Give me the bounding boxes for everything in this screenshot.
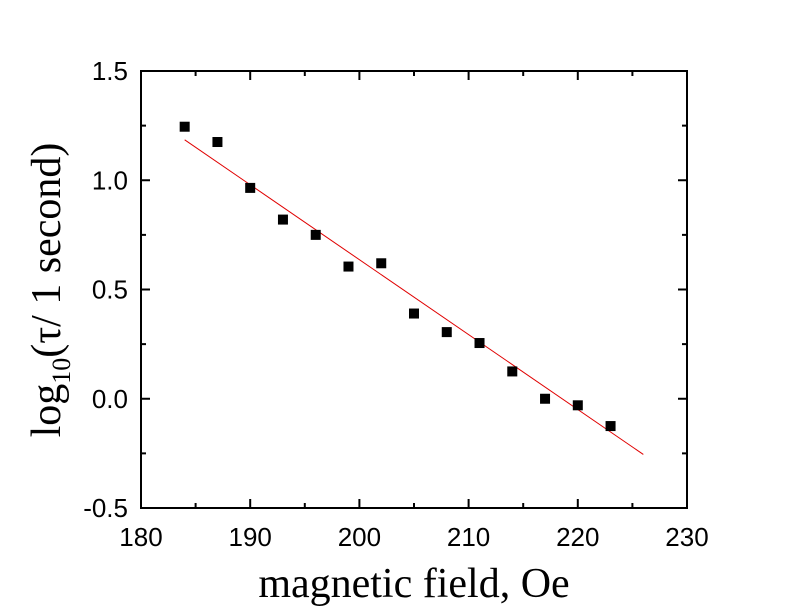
x-tick-label: 190 <box>229 522 272 552</box>
data-point <box>310 229 321 240</box>
x-tick-label: 180 <box>119 522 162 552</box>
x-tick-label: 210 <box>447 522 490 552</box>
data-point <box>343 261 354 272</box>
data-point <box>540 393 551 404</box>
y-tick-label: 0.5 <box>92 275 128 305</box>
x-tick-label: 220 <box>556 522 599 552</box>
y-axis-title-prefix: log <box>24 384 70 438</box>
data-point <box>212 137 223 148</box>
data-point <box>277 214 288 225</box>
y-tick-label: 1.0 <box>92 165 128 195</box>
x-tick-label: 200 <box>338 522 381 552</box>
plot-frame <box>140 70 688 509</box>
data-point <box>605 421 616 432</box>
axis-ticks <box>140 70 688 509</box>
data-point <box>376 258 387 269</box>
fit-line <box>184 139 644 455</box>
data-point <box>245 182 256 193</box>
tick-labels: 180 190 200 210 220 230 -0.5 0.0 0.5 1.0 1.5 <box>83 56 709 552</box>
y-axis-title: log10(τ/ 1 second) <box>24 143 76 438</box>
y-axis-title-suffix: (τ/ 1 second) <box>24 143 70 358</box>
y-tick-label: -0.5 <box>83 493 128 523</box>
data-points <box>179 121 616 432</box>
y-tick-label: 0.0 <box>92 384 128 414</box>
x-axis-title: magnetic field, Oe <box>258 561 569 607</box>
data-point <box>409 308 419 319</box>
y-tick-label: 1.5 <box>92 56 128 86</box>
data-point <box>474 338 485 349</box>
data-point <box>507 366 518 377</box>
y-axis-title-subscript: 10 <box>47 358 76 384</box>
data-point <box>572 400 583 411</box>
x-tick-label: 230 <box>665 522 708 552</box>
data-point <box>179 121 190 132</box>
data-point <box>441 327 452 338</box>
